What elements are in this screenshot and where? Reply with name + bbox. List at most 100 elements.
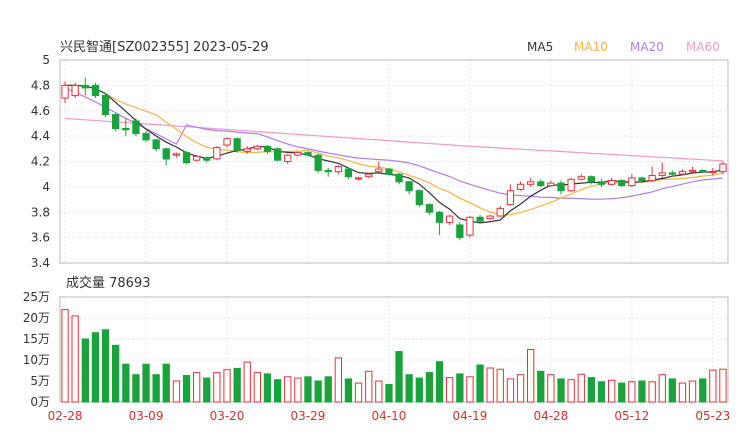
volume-bar <box>446 377 454 403</box>
candle-body <box>476 216 484 222</box>
candle-body <box>294 152 302 156</box>
candle <box>81 77 89 96</box>
candle <box>182 151 191 165</box>
volume-bar <box>122 363 130 403</box>
candle-body <box>263 145 272 152</box>
volume-bar <box>274 379 282 403</box>
candle <box>294 151 302 157</box>
candle-body <box>425 204 434 213</box>
date-tick-label: 04-10 <box>372 409 407 423</box>
candle-body <box>344 168 353 178</box>
candle-body <box>233 138 241 151</box>
price-panel: 5 4.8 4.6 4.4 4.2 4 3.8 3.6 3.4 <box>31 53 729 270</box>
candle <box>638 176 646 184</box>
candle <box>719 161 727 175</box>
candle <box>203 156 211 163</box>
candle <box>314 153 322 173</box>
volume-bar <box>233 367 241 403</box>
candle <box>537 179 545 187</box>
candle <box>142 131 150 143</box>
volume-bar <box>435 361 444 403</box>
candle <box>91 82 100 99</box>
candle-body <box>91 84 100 97</box>
volume-bar <box>547 374 555 403</box>
candle-body <box>516 183 525 190</box>
volume-bar <box>587 377 596 403</box>
volume-bar <box>81 338 89 403</box>
candle-body <box>486 215 494 220</box>
candle <box>112 113 120 132</box>
x-axis: 02-28 03-09 03-20 03-29 04-10 04-19 04-28 05-12… <box>48 409 731 423</box>
candle <box>375 161 383 173</box>
volume-bar <box>618 382 626 403</box>
candle <box>516 181 525 191</box>
candle-body <box>618 180 626 187</box>
candle-body <box>375 168 383 173</box>
candle <box>223 137 231 148</box>
volume-tick-label: 20万 <box>23 311 50 325</box>
volume-bar <box>405 374 413 403</box>
candle-body <box>365 173 373 178</box>
volume-bar <box>608 379 616 403</box>
volume-bar <box>284 376 292 403</box>
volume-bar <box>719 368 727 403</box>
candle <box>324 167 332 177</box>
volume-bar <box>203 377 211 403</box>
candle-body <box>385 168 393 175</box>
candle-body <box>243 148 251 152</box>
volume-bar <box>567 379 575 403</box>
volume-bar <box>152 374 160 403</box>
volume-bar <box>354 382 363 403</box>
candle-body <box>668 172 677 175</box>
volume-bar <box>193 372 201 403</box>
candle <box>284 153 292 165</box>
volume-tick-label: 25万 <box>23 290 50 304</box>
volume-frame <box>59 296 729 403</box>
volume-bar <box>476 364 484 403</box>
date-tick-label: 05-23 <box>695 409 730 423</box>
candle <box>395 172 403 185</box>
candle <box>152 138 160 152</box>
date-tick-label: 02-28 <box>48 409 83 423</box>
candle-body <box>638 177 646 181</box>
candle <box>405 180 413 195</box>
candle-body <box>324 169 332 173</box>
candle-body <box>456 224 464 239</box>
candle-body <box>608 180 616 185</box>
volume-bar <box>699 378 707 403</box>
candle <box>587 175 596 185</box>
volume-bar <box>142 363 150 403</box>
legend: MA5 MA10 MA20 MA60 <box>527 40 720 54</box>
candle <box>71 82 79 99</box>
volume-bar <box>314 380 322 403</box>
candle-body <box>395 173 403 183</box>
candle-body <box>61 84 69 99</box>
candle-body <box>172 153 181 156</box>
candle <box>496 205 504 218</box>
volume-bar <box>132 374 140 403</box>
volume-bar <box>344 378 353 403</box>
candle <box>456 222 464 241</box>
candle <box>446 214 454 225</box>
candle <box>122 118 130 137</box>
candle-body <box>213 147 221 160</box>
volume-bar <box>516 374 525 403</box>
candle-body <box>415 190 424 206</box>
candle-body <box>547 182 555 187</box>
candle-body <box>314 154 322 171</box>
candle-body <box>182 152 191 164</box>
volume-bar <box>101 329 110 403</box>
candle <box>101 92 110 118</box>
candle <box>132 118 140 137</box>
candle <box>618 179 626 187</box>
candle-body <box>122 128 130 131</box>
candle <box>567 177 575 192</box>
candle <box>476 214 484 223</box>
volume-bar <box>334 357 343 403</box>
volume-bar <box>648 381 656 403</box>
candle <box>577 174 585 181</box>
candle-body <box>567 178 575 192</box>
candle-body <box>527 181 535 185</box>
candle <box>304 151 312 157</box>
candle-body <box>688 169 697 173</box>
